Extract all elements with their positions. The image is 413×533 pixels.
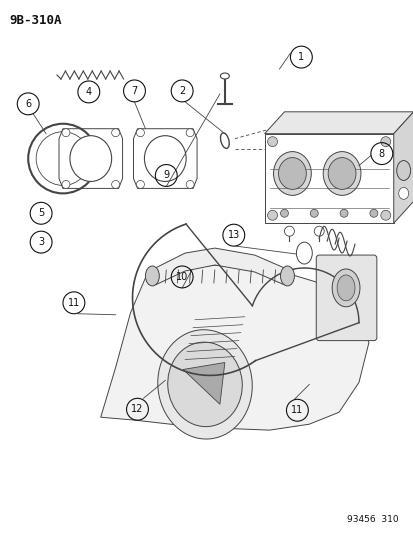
Text: 93456  310: 93456 310 <box>346 515 398 523</box>
Circle shape <box>313 226 323 236</box>
Ellipse shape <box>296 242 311 264</box>
Text: 9: 9 <box>163 171 169 181</box>
Text: 11: 11 <box>68 298 80 308</box>
Ellipse shape <box>220 73 229 79</box>
Text: 8: 8 <box>378 149 384 159</box>
Text: 1: 1 <box>298 52 304 62</box>
FancyBboxPatch shape <box>316 255 376 341</box>
Polygon shape <box>133 129 197 188</box>
Circle shape <box>186 129 194 136</box>
Circle shape <box>284 226 294 236</box>
Polygon shape <box>183 362 224 404</box>
Circle shape <box>136 129 144 136</box>
Ellipse shape <box>278 158 306 189</box>
Circle shape <box>62 129 70 136</box>
Text: 6: 6 <box>25 99 31 109</box>
Circle shape <box>136 181 144 188</box>
Circle shape <box>339 209 347 217</box>
Circle shape <box>369 209 377 217</box>
Ellipse shape <box>145 266 159 286</box>
Ellipse shape <box>280 266 294 286</box>
Ellipse shape <box>220 133 229 148</box>
Circle shape <box>380 136 390 147</box>
Text: 2: 2 <box>178 86 185 96</box>
Ellipse shape <box>273 151 311 196</box>
Circle shape <box>267 211 277 220</box>
Text: 3: 3 <box>38 237 44 247</box>
Ellipse shape <box>398 188 408 199</box>
Ellipse shape <box>144 136 186 181</box>
Ellipse shape <box>323 151 360 196</box>
Polygon shape <box>100 265 368 430</box>
Circle shape <box>280 209 288 217</box>
Text: 9B-310A: 9B-310A <box>9 14 62 27</box>
Ellipse shape <box>70 136 112 181</box>
Text: 12: 12 <box>131 404 143 414</box>
Text: 13: 13 <box>227 230 240 240</box>
Ellipse shape <box>336 275 354 301</box>
Polygon shape <box>264 112 413 134</box>
Ellipse shape <box>157 330 252 439</box>
Text: 7: 7 <box>131 86 137 96</box>
Circle shape <box>267 136 277 147</box>
Circle shape <box>112 129 119 136</box>
Ellipse shape <box>396 160 410 181</box>
Circle shape <box>112 181 119 188</box>
Circle shape <box>380 211 390 220</box>
Ellipse shape <box>167 342 242 426</box>
Text: 4: 4 <box>85 87 92 97</box>
Text: 5: 5 <box>38 208 44 219</box>
Ellipse shape <box>331 269 359 307</box>
Polygon shape <box>393 112 413 223</box>
Ellipse shape <box>328 158 355 189</box>
Circle shape <box>186 181 194 188</box>
Polygon shape <box>59 129 122 188</box>
Text: 11: 11 <box>291 405 303 415</box>
Polygon shape <box>155 248 284 285</box>
Circle shape <box>62 181 70 188</box>
Text: 10: 10 <box>176 272 188 282</box>
Polygon shape <box>264 134 393 223</box>
Circle shape <box>310 209 318 217</box>
